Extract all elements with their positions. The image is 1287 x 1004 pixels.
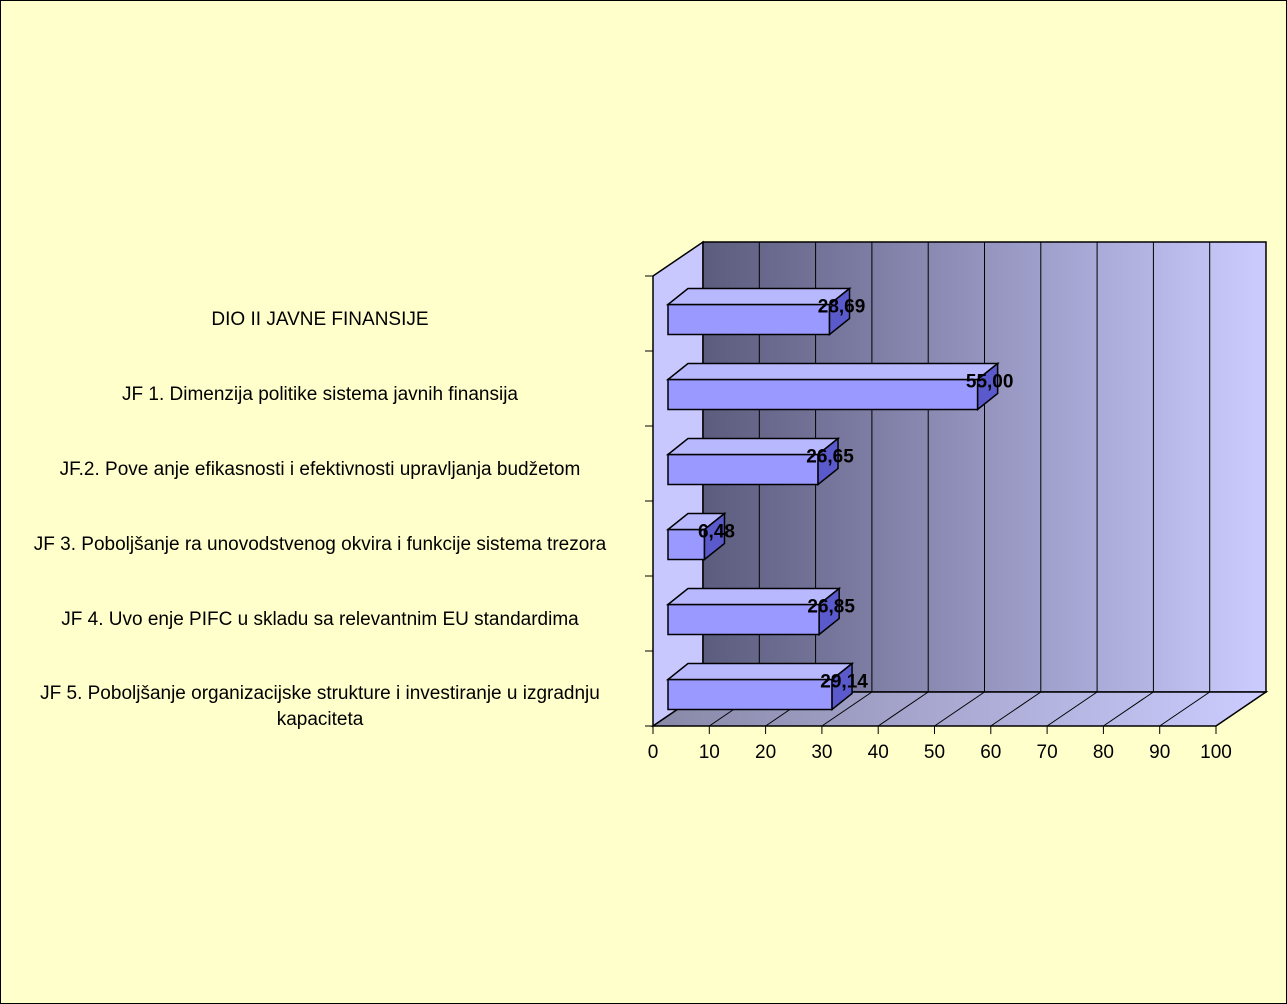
gridline-floor <box>1215 691 1267 727</box>
gridline-floor <box>877 691 929 727</box>
bar-side <box>831 661 853 712</box>
bar-side <box>818 586 840 637</box>
x-tick-label: 100 <box>1200 742 1232 763</box>
gridline-floor <box>1103 691 1154 727</box>
x-tick-label: 70 <box>1037 742 1058 763</box>
gridline-floor <box>990 691 1042 727</box>
x-tick-label: 20 <box>755 742 776 763</box>
gridline-floor <box>934 691 985 727</box>
x-tick-label: 80 <box>1093 742 1114 763</box>
category-label: JF 1. Dimenzija politike sistema javnih … <box>122 383 518 405</box>
bar-side <box>703 511 726 562</box>
data-label: 55,00 <box>966 372 1014 393</box>
bar-side <box>817 436 839 487</box>
data-label: 26,85 <box>807 597 855 618</box>
bar <box>667 303 831 336</box>
bar-side <box>828 286 851 337</box>
bar-side <box>976 361 999 412</box>
x-tick-label: 0 <box>648 742 659 763</box>
category-label: JF 4. Uvo enje PIFC u skladu sa relevant… <box>61 608 579 630</box>
x-tick-label: 60 <box>980 742 1001 763</box>
category-label: JF 3. Poboljšanje ra unovodstvenog okvir… <box>33 533 607 555</box>
bar-top <box>665 362 1000 381</box>
category-label: DIO II JAVNE FINANSIJE <box>211 308 429 330</box>
data-label: 26,65 <box>806 447 854 468</box>
data-label: 6,48 <box>698 522 735 543</box>
data-label: 28,69 <box>818 297 866 318</box>
bar <box>667 453 819 486</box>
x-tick-label: 90 <box>1149 742 1170 763</box>
bar <box>667 678 833 711</box>
category-label: JF 5. Poboljšanje organizacijske struktu… <box>40 682 600 730</box>
bar <box>667 603 820 636</box>
bar <box>667 378 979 411</box>
x-tick-label: 50 <box>924 742 945 763</box>
x-tick-label: 10 <box>699 742 720 763</box>
gridline-floor <box>821 691 873 727</box>
x-tick-label: 30 <box>811 742 832 763</box>
gridline-floor <box>1159 691 1210 727</box>
x-tick-label: 40 <box>868 742 889 763</box>
gridline-floor <box>1046 691 1098 727</box>
category-label: JF.2. Pove anje efikasnosti i efektivnos… <box>59 458 581 480</box>
data-label: 29,14 <box>820 672 868 693</box>
